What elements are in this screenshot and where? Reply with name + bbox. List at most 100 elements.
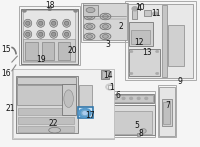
Bar xyxy=(25,42,38,60)
Circle shape xyxy=(130,50,133,53)
Bar xyxy=(18,117,74,124)
Ellipse shape xyxy=(86,7,95,13)
Bar xyxy=(129,22,153,46)
Ellipse shape xyxy=(37,30,45,38)
Ellipse shape xyxy=(50,19,58,27)
Ellipse shape xyxy=(24,19,32,27)
Bar xyxy=(42,42,54,60)
Bar xyxy=(112,93,154,103)
Circle shape xyxy=(142,130,145,132)
Ellipse shape xyxy=(102,35,108,38)
Bar xyxy=(129,49,160,76)
Bar xyxy=(114,111,152,134)
Bar xyxy=(17,85,76,105)
Circle shape xyxy=(130,72,133,75)
Text: 8: 8 xyxy=(139,129,144,138)
Bar xyxy=(12,69,114,139)
Text: 16: 16 xyxy=(1,69,11,78)
Circle shape xyxy=(23,10,26,12)
Circle shape xyxy=(132,7,138,11)
Circle shape xyxy=(129,7,134,10)
Ellipse shape xyxy=(51,21,56,25)
Bar xyxy=(19,6,80,65)
Bar xyxy=(23,39,75,61)
Ellipse shape xyxy=(39,21,43,25)
Ellipse shape xyxy=(24,30,32,38)
Bar xyxy=(83,4,127,40)
Bar xyxy=(79,85,92,109)
Ellipse shape xyxy=(51,32,56,36)
Bar xyxy=(144,10,151,16)
Bar xyxy=(158,85,176,137)
Bar xyxy=(102,71,108,78)
Ellipse shape xyxy=(37,19,45,27)
Ellipse shape xyxy=(26,32,30,36)
Circle shape xyxy=(81,110,89,116)
Ellipse shape xyxy=(84,23,95,30)
Text: 12: 12 xyxy=(135,38,144,47)
Bar xyxy=(113,95,153,102)
Bar xyxy=(81,3,128,42)
Ellipse shape xyxy=(102,15,108,18)
Text: 22: 22 xyxy=(49,119,58,128)
Ellipse shape xyxy=(49,127,61,133)
Circle shape xyxy=(156,50,159,53)
Bar xyxy=(49,6,51,9)
Bar xyxy=(163,102,170,124)
Text: 19: 19 xyxy=(36,55,46,64)
Ellipse shape xyxy=(87,25,93,28)
Bar xyxy=(131,30,150,45)
Ellipse shape xyxy=(102,25,108,28)
Ellipse shape xyxy=(50,30,58,38)
Text: 1: 1 xyxy=(109,83,114,92)
Circle shape xyxy=(107,85,113,89)
Circle shape xyxy=(79,109,91,117)
Bar xyxy=(21,9,78,64)
Bar xyxy=(137,133,140,136)
Bar xyxy=(18,126,74,132)
Bar xyxy=(83,5,98,16)
Bar xyxy=(162,5,167,77)
Ellipse shape xyxy=(26,21,30,25)
Circle shape xyxy=(122,97,125,99)
Text: 9: 9 xyxy=(178,77,183,86)
Ellipse shape xyxy=(63,30,71,38)
Bar xyxy=(128,4,193,78)
Ellipse shape xyxy=(64,32,69,36)
Bar xyxy=(17,77,76,84)
Bar xyxy=(16,76,78,133)
Bar xyxy=(23,10,75,62)
Circle shape xyxy=(137,97,140,99)
Bar xyxy=(108,85,112,89)
Bar xyxy=(78,107,93,118)
Text: 7: 7 xyxy=(166,101,171,110)
Text: 5: 5 xyxy=(135,121,140,130)
Bar xyxy=(110,91,155,137)
Circle shape xyxy=(153,12,158,15)
Text: 18: 18 xyxy=(45,1,54,10)
Circle shape xyxy=(156,72,159,75)
Ellipse shape xyxy=(87,15,93,18)
Text: 2: 2 xyxy=(119,22,124,31)
Circle shape xyxy=(106,84,114,90)
Text: 14: 14 xyxy=(104,71,113,80)
Bar xyxy=(58,42,70,60)
Bar xyxy=(132,9,137,19)
Ellipse shape xyxy=(100,13,111,20)
Ellipse shape xyxy=(100,23,111,30)
Bar xyxy=(162,99,172,127)
Bar xyxy=(18,108,74,115)
Circle shape xyxy=(145,97,148,99)
Circle shape xyxy=(83,112,87,115)
Text: 13: 13 xyxy=(142,48,152,57)
Text: 21: 21 xyxy=(5,104,15,113)
Text: 15: 15 xyxy=(1,45,11,54)
Text: 6: 6 xyxy=(116,91,121,100)
Bar xyxy=(101,70,109,79)
Circle shape xyxy=(115,97,117,99)
Ellipse shape xyxy=(63,19,71,27)
Circle shape xyxy=(48,8,51,11)
Text: 10: 10 xyxy=(135,3,145,12)
Text: 17: 17 xyxy=(85,111,94,120)
Bar xyxy=(62,84,76,115)
